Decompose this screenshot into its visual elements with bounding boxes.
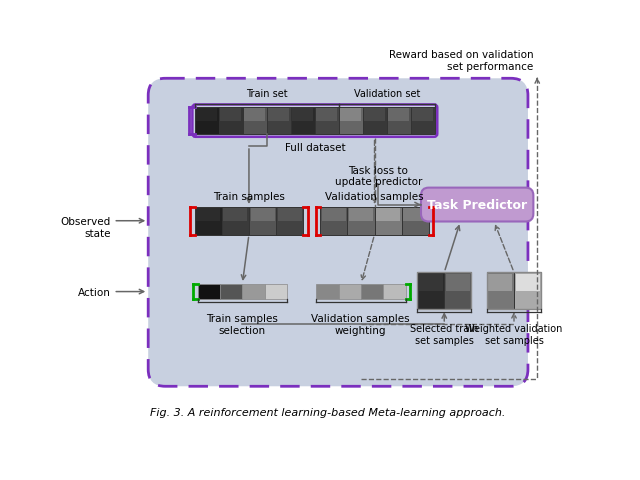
Bar xyxy=(417,273,472,310)
Bar xyxy=(348,207,374,235)
Bar xyxy=(276,207,303,235)
Bar xyxy=(444,273,472,310)
Bar xyxy=(446,274,470,291)
Bar xyxy=(268,109,289,121)
Bar xyxy=(243,108,267,135)
Bar xyxy=(219,108,243,135)
Bar xyxy=(339,284,361,300)
Bar xyxy=(220,109,241,121)
Text: Validation samples: Validation samples xyxy=(325,192,424,201)
Text: Weighted validation
set samples: Weighted validation set samples xyxy=(465,324,563,345)
Bar xyxy=(249,207,276,235)
Bar xyxy=(487,273,514,310)
Text: Validation samples
weighting: Validation samples weighting xyxy=(311,313,410,335)
Bar xyxy=(411,108,435,135)
Bar xyxy=(267,108,291,135)
Bar xyxy=(243,284,265,300)
Bar xyxy=(244,109,265,121)
Bar xyxy=(516,274,540,291)
Bar xyxy=(488,274,513,291)
Bar xyxy=(322,209,346,221)
Bar xyxy=(387,108,411,135)
Text: Reward based on validation
set performance: Reward based on validation set performan… xyxy=(388,50,533,72)
Text: Full dataset: Full dataset xyxy=(285,143,345,153)
Bar xyxy=(195,207,222,235)
Bar xyxy=(402,207,429,235)
Bar xyxy=(278,209,301,221)
Bar xyxy=(320,207,348,235)
Text: Selected train
set samples: Selected train set samples xyxy=(410,324,478,345)
Bar xyxy=(403,209,428,221)
Text: Train samples: Train samples xyxy=(213,192,285,201)
Bar xyxy=(361,284,383,300)
Bar xyxy=(316,109,337,121)
Bar xyxy=(195,108,219,135)
Text: Observed
state: Observed state xyxy=(61,216,111,238)
Text: Train samples
selection: Train samples selection xyxy=(206,313,278,335)
Text: Task loss to
update predictor: Task loss to update predictor xyxy=(335,165,422,187)
Bar xyxy=(223,209,248,221)
Bar xyxy=(196,209,220,221)
FancyBboxPatch shape xyxy=(421,188,533,222)
Bar xyxy=(315,108,339,135)
Bar xyxy=(291,108,315,135)
Bar xyxy=(316,284,339,300)
Bar xyxy=(265,284,287,300)
Text: Validation set: Validation set xyxy=(354,88,420,98)
Bar xyxy=(250,209,275,221)
Bar xyxy=(412,109,433,121)
Bar xyxy=(198,284,220,300)
Bar xyxy=(196,109,217,121)
Text: Task Predictor: Task Predictor xyxy=(427,199,527,212)
Text: Train set: Train set xyxy=(246,88,287,98)
Bar xyxy=(364,109,385,121)
Text: Action: Action xyxy=(78,287,111,297)
Bar xyxy=(417,273,444,310)
Text: Fig. 3. A reinforcement learning-based Meta-learning approach.: Fig. 3. A reinforcement learning-based M… xyxy=(150,407,506,417)
Bar xyxy=(419,274,443,291)
Bar xyxy=(292,109,313,121)
Bar xyxy=(220,284,243,300)
Bar xyxy=(376,209,400,221)
Bar xyxy=(349,209,373,221)
Bar xyxy=(363,108,387,135)
Bar xyxy=(388,109,410,121)
Bar xyxy=(514,273,541,310)
Bar xyxy=(487,273,541,310)
Bar xyxy=(339,108,363,135)
Bar xyxy=(222,207,249,235)
Bar xyxy=(374,207,402,235)
FancyBboxPatch shape xyxy=(148,79,528,386)
Bar xyxy=(340,109,362,121)
Bar xyxy=(383,284,406,300)
